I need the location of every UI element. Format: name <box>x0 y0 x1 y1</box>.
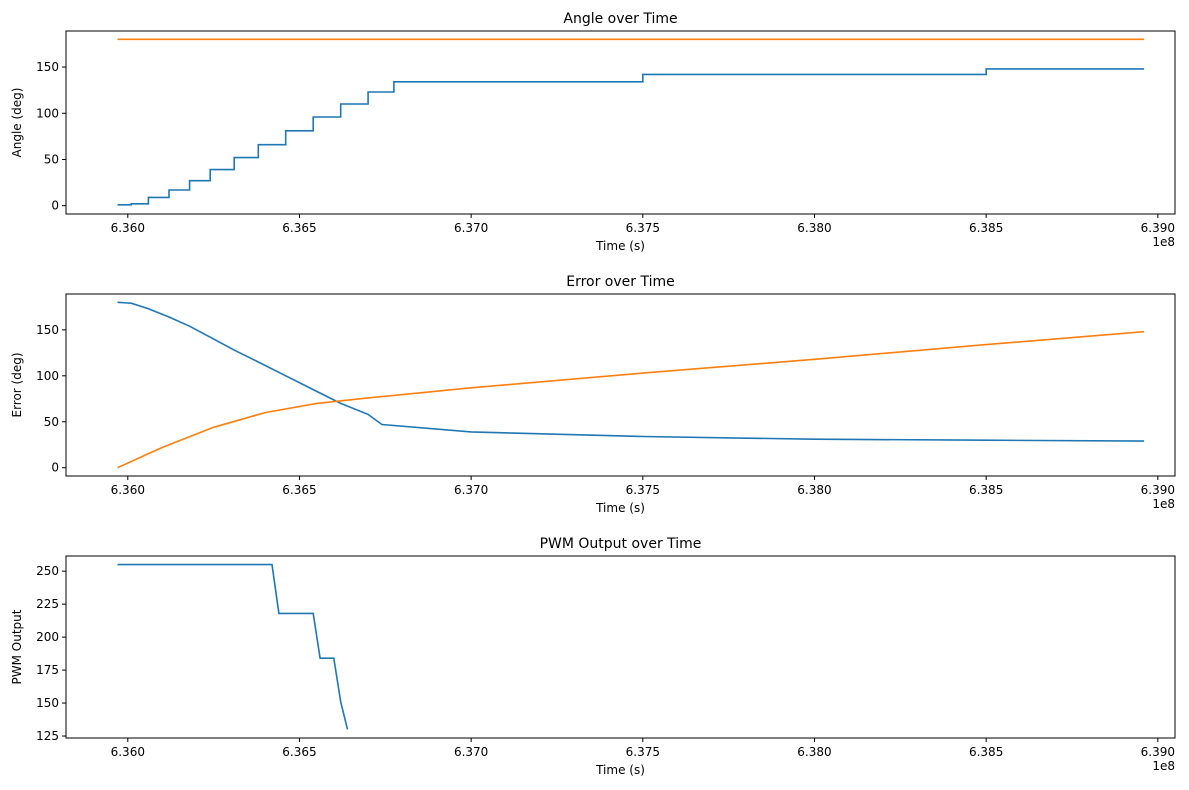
y-tick-label: 100 <box>36 106 59 120</box>
y-tick-label: 100 <box>36 369 59 383</box>
y-tick-label: 225 <box>36 597 59 611</box>
x-tick-label: 6.380 <box>797 745 831 759</box>
x-tick-label: 6.390 <box>1141 483 1175 497</box>
plot-frame <box>65 555 1176 739</box>
x-axis-label: Time (s) <box>595 763 645 777</box>
x-tick-label: 6.385 <box>969 221 1003 235</box>
y-tick-label: 175 <box>36 663 59 677</box>
x-tick-label: 6.380 <box>797 221 831 235</box>
x-offset-label: 1e8 <box>1152 759 1175 773</box>
x-axis-label: Time (s) <box>595 239 645 253</box>
x-offset-label: 1e8 <box>1152 497 1175 511</box>
series-line-integral <box>117 330 1145 469</box>
x-axis-label: Time (s) <box>595 501 645 515</box>
y-axis-label: Error (deg) <box>10 352 24 417</box>
y-tick-label: 250 <box>36 564 59 578</box>
x-tick-label: 6.360 <box>111 745 145 759</box>
plot-frame <box>65 30 1176 215</box>
x-tick-label: 6.380 <box>797 483 831 497</box>
x-tick-label: 6.365 <box>282 483 316 497</box>
y-tick-label: 50 <box>44 415 59 429</box>
x-tick-label: 6.385 <box>969 745 1003 759</box>
y-tick-label: 150 <box>36 60 59 74</box>
series-line-pwm <box>117 563 349 730</box>
subplot-1: 6.360 6.365 6.370 6.375 6.380 6.385 6.390 0 50 10… <box>10 11 1176 253</box>
x-tick-label: 6.360 <box>111 221 145 235</box>
x-tick-label: 6.385 <box>969 483 1003 497</box>
x-tick-label: 6.375 <box>626 483 660 497</box>
x-tick-label: 6.365 <box>282 745 316 759</box>
x-tick-label: 6.360 <box>111 483 145 497</box>
series-line-angle <box>117 68 1145 206</box>
chart-title: Angle over Time <box>563 11 677 27</box>
y-axis-label: PWM Output <box>10 609 24 684</box>
series-line-error <box>117 301 1145 442</box>
y-tick-label: 50 <box>44 152 59 166</box>
y-tick-label: 150 <box>36 696 59 710</box>
x-tick-label: 6.390 <box>1141 221 1175 235</box>
x-tick-label: 6.370 <box>454 483 488 497</box>
y-tick-label: 0 <box>51 199 59 213</box>
subplot-3: 6.360 6.365 6.370 6.375 6.380 6.385 6.390 125 15… <box>10 536 1176 777</box>
y-axis-label: Angle (deg) <box>10 88 24 158</box>
y-tick-label: 150 <box>36 323 59 337</box>
x-tick-label: 6.365 <box>282 221 316 235</box>
chart-title: Error over Time <box>566 274 675 290</box>
x-tick-label: 6.370 <box>454 221 488 235</box>
y-tick-label: 200 <box>36 630 59 644</box>
chart-title: PWM Output over Time <box>540 536 702 552</box>
x-tick-label: 6.375 <box>626 221 660 235</box>
x-offset-label: 1e8 <box>1152 235 1175 249</box>
x-tick-label: 6.390 <box>1141 745 1175 759</box>
y-tick-label: 0 <box>51 461 59 475</box>
subplot-2: 6.360 6.365 6.370 6.375 6.380 6.385 6.390 0 50 10… <box>10 274 1176 515</box>
x-tick-label: 6.370 <box>454 745 488 759</box>
x-tick-label: 6.375 <box>626 745 660 759</box>
y-tick-label: 125 <box>36 729 59 743</box>
plot-frame <box>65 293 1176 477</box>
